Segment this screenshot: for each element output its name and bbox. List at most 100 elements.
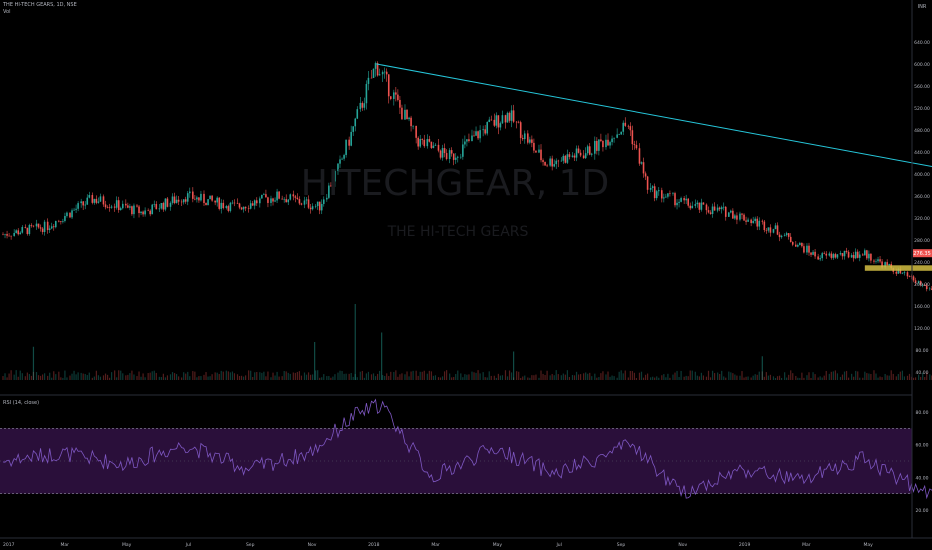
volume-bar <box>551 373 553 380</box>
volume-bar <box>69 375 71 380</box>
candle-body <box>767 227 770 231</box>
candle-body <box>801 242 803 247</box>
volume-bar <box>77 372 79 380</box>
candle-body <box>133 205 135 215</box>
time-axis[interactable]: 2017 Mar May Jul Sep Nov 2018 Mar May Jul Sep Nov 20… <box>3 542 873 548</box>
candle-body <box>43 221 46 233</box>
candle-body <box>549 158 551 166</box>
volume-bar <box>743 377 745 380</box>
volume-bar <box>490 375 492 380</box>
volume-bar <box>721 370 723 380</box>
volume-bar <box>591 376 593 380</box>
candle-body <box>166 198 169 207</box>
volume-bar <box>120 370 122 380</box>
candle-body <box>242 206 245 210</box>
volume-bar <box>265 376 267 380</box>
volume-bar <box>482 372 484 380</box>
candle-body <box>564 155 567 163</box>
candle-body <box>66 212 68 217</box>
volume-bar <box>767 375 769 380</box>
volume-bar <box>926 372 928 380</box>
volume-bar <box>857 371 859 380</box>
volume-bar <box>28 374 30 380</box>
volume-bar <box>390 371 392 380</box>
volume-bar <box>252 377 254 380</box>
candle-body <box>456 156 459 158</box>
candle-body <box>82 201 84 206</box>
volume-bar <box>696 375 698 380</box>
volume-bar <box>278 376 280 380</box>
candle-body <box>573 155 576 158</box>
symbol-title[interactable]: THE HI-TECH GEARS, 1D, NSE <box>3 2 77 8</box>
candle-body <box>700 202 703 210</box>
volume-bar <box>437 377 440 380</box>
volume-bar <box>272 372 274 380</box>
candle-body <box>417 137 419 147</box>
volume-bar <box>292 372 294 380</box>
volume-bar <box>834 370 836 380</box>
volume-bar <box>918 374 920 380</box>
candle-body <box>778 234 781 238</box>
volume-bar <box>542 373 544 380</box>
rsi-axis[interactable]: 80.00 60.00 40.00 20.00 <box>916 410 929 514</box>
candle-body <box>899 269 902 274</box>
candle-body <box>709 212 712 214</box>
candle-body <box>320 203 323 211</box>
candle-body <box>330 185 332 187</box>
volume-bar <box>527 377 529 380</box>
candle-body <box>73 209 75 211</box>
volume-bar <box>790 370 792 380</box>
volume-label[interactable]: Vol <box>3 9 11 15</box>
candle-body <box>504 115 507 123</box>
volume-bar <box>214 372 216 380</box>
volume-bar <box>359 371 361 380</box>
volume-bar <box>118 370 120 380</box>
candle-body <box>460 156 462 158</box>
candle-body <box>238 203 241 208</box>
volume-bar <box>897 374 899 380</box>
volume-bar <box>774 377 777 380</box>
volume-bar <box>321 377 323 380</box>
price-axis[interactable]: 640.00 600.00 560.00 520.00 480.00 440.00 400.… <box>914 40 930 376</box>
volume-bar <box>397 376 399 380</box>
candle-body <box>361 102 364 108</box>
candle-body <box>586 146 589 154</box>
volume-bar <box>674 372 676 380</box>
candle-body <box>332 181 334 187</box>
candle-body <box>655 191 658 199</box>
volume-spike <box>354 304 356 380</box>
candle-body <box>60 221 62 222</box>
volume-bar <box>162 373 164 380</box>
volume-bar <box>169 374 172 380</box>
price-tick-label: 480.00 <box>914 128 930 134</box>
candle-body <box>292 194 295 197</box>
volume-bar <box>317 370 319 380</box>
candle-body <box>517 121 520 123</box>
volume-bar <box>506 376 509 380</box>
candle-body <box>852 255 855 259</box>
volume-bar <box>540 370 542 380</box>
volume-bar <box>256 371 258 380</box>
candle-body <box>339 159 341 164</box>
resistance-zone[interactable] <box>864 265 932 271</box>
candle-body <box>683 198 685 201</box>
trendline-segment <box>376 63 932 168</box>
candle-body <box>194 198 196 200</box>
candle-body <box>624 122 627 126</box>
candle-body <box>77 203 79 209</box>
trendline[interactable] <box>376 63 932 301</box>
candle-body <box>832 254 835 258</box>
volume-bar <box>178 376 180 380</box>
candle-body <box>468 139 470 142</box>
volume-bar <box>419 371 421 380</box>
candle-body <box>663 197 665 199</box>
candle-body <box>428 139 431 142</box>
volume-bar <box>851 373 853 380</box>
volume-bar <box>929 374 931 380</box>
volume-bar <box>114 370 116 380</box>
candle-body <box>370 77 373 79</box>
volume-bar <box>95 370 97 380</box>
volume-bar <box>700 372 702 380</box>
candle-body <box>311 206 314 210</box>
